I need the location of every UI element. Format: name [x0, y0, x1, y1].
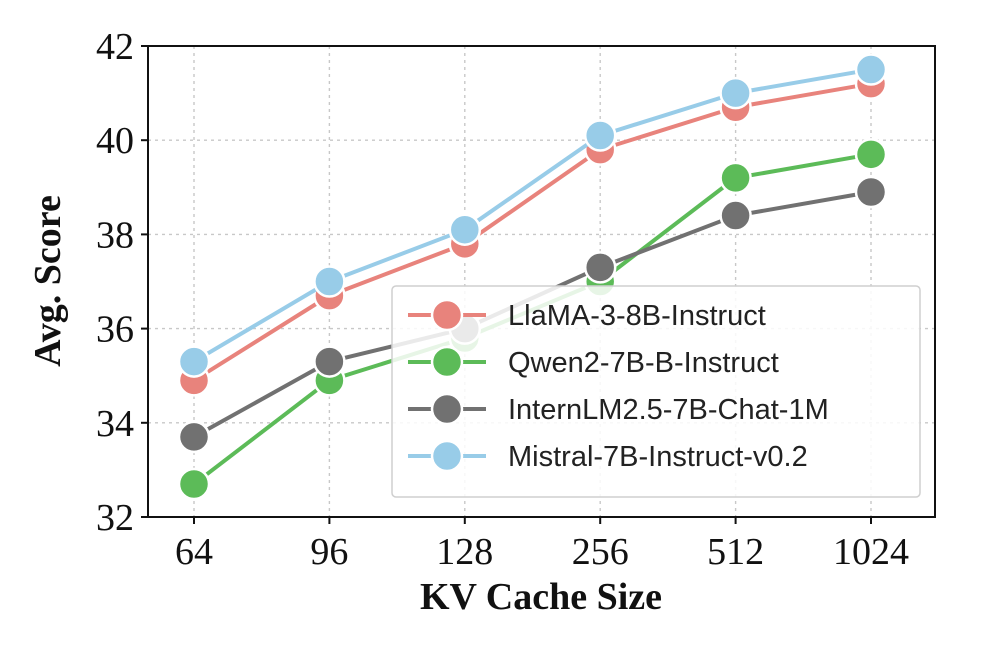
data-point	[313, 345, 346, 378]
series-lines	[177, 53, 888, 501]
legend-entry: Mistral-7B-Instruct-v0.2	[408, 439, 808, 473]
legend-label: Qwen2-7B-B-Instruct	[508, 347, 779, 379]
data-point	[177, 420, 211, 454]
y-tick-label: 40	[96, 120, 134, 162]
y-tick-label: 34	[96, 403, 134, 445]
x-axis-title: KV Cache Size	[420, 576, 662, 618]
series	[177, 53, 888, 378]
data-point	[177, 345, 211, 378]
y-tick-label: 36	[96, 309, 134, 351]
y-tick-label: 32	[96, 497, 134, 539]
x-axis-ticks: 64 96 128 256 512 1024	[175, 517, 909, 573]
legend: LlaMA-3-8B-Instruct Qwen2-7B-B-Instruct In…	[391, 285, 921, 498]
legend-entry: Qwen2-7B-B-Instruct	[408, 345, 779, 379]
legend-entry: LlaMA-3-8B-Instruct	[408, 298, 766, 332]
y-tick-label: 38	[96, 214, 134, 256]
legend-marker	[430, 392, 464, 426]
x-tick-label: 96	[310, 531, 348, 573]
data-point	[583, 251, 617, 284]
data-point	[719, 199, 752, 232]
legend-label: Mistral-7B-Instruct-v0.2	[508, 441, 808, 473]
data-point	[854, 138, 888, 171]
y-axis-ticks: 32 34 36 38 40 42	[96, 26, 148, 539]
legend-box	[391, 285, 921, 498]
legend-label: InternLM2.5-7B-Chat-1M	[508, 394, 829, 426]
x-tick-label: 64	[175, 531, 213, 573]
data-point	[854, 53, 888, 86]
legend-label: LlaMA-3-8B-Instruct	[508, 300, 766, 332]
legend-entry: InternLM2.5-7B-Chat-1M	[408, 392, 829, 426]
data-point	[854, 175, 888, 209]
legend-marker	[430, 439, 464, 473]
data-point	[719, 76, 752, 110]
data-point	[313, 265, 346, 298]
x-tick-label: 128	[436, 531, 493, 573]
legend-marker	[430, 298, 464, 332]
x-tick-label: 512	[707, 531, 764, 573]
data-point	[719, 161, 752, 195]
y-axis-title: Avg. Score	[27, 195, 69, 367]
data-point	[448, 213, 482, 246]
plot-frame	[147, 45, 936, 518]
series-line	[192, 81, 872, 383]
data-point	[583, 119, 617, 152]
x-tick-label: 1024	[833, 531, 909, 573]
y-tick-label: 42	[96, 26, 134, 68]
legend-marker	[430, 345, 464, 379]
series-line	[192, 67, 872, 364]
x-tick-label: 256	[572, 531, 629, 573]
data-point	[177, 467, 211, 501]
